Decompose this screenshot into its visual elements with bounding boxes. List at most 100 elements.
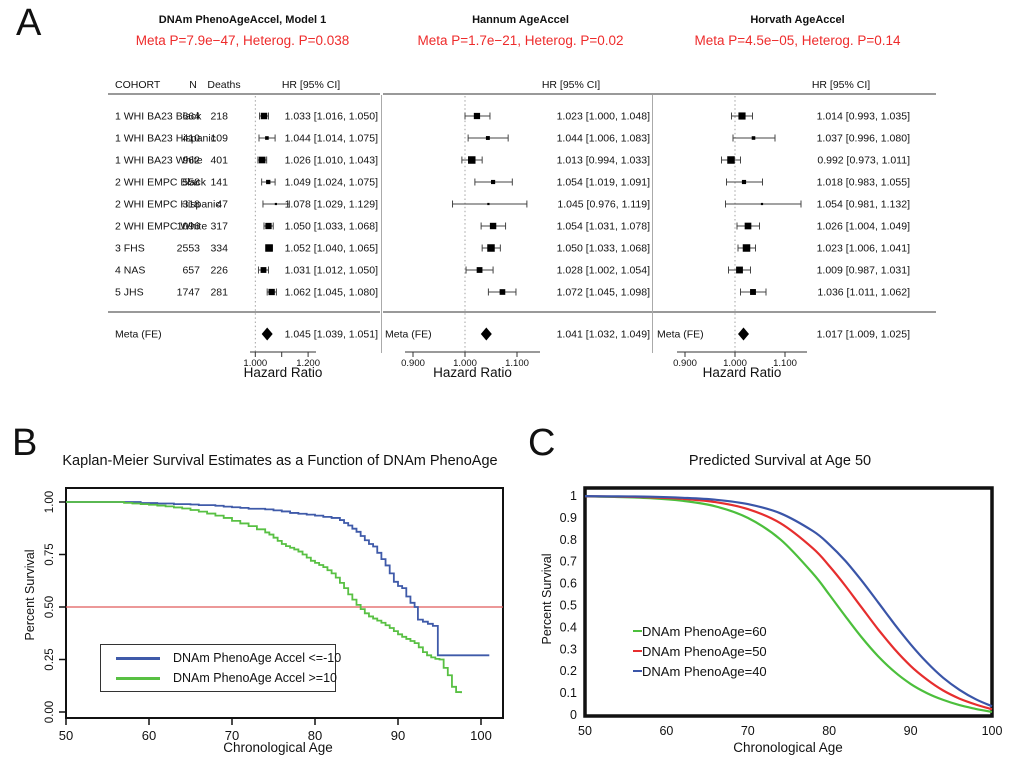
row-deaths-value: 317 (210, 221, 228, 233)
row-hr-ci-text: 1.045 [0.976, 1.119] (557, 199, 650, 211)
pred-legend-dash-blue (633, 669, 642, 673)
row-hr-ci-text: 1.062 [1.045, 1.080] (285, 287, 378, 299)
row-hr-ci-text: 1.023 [1.006, 1.041] (817, 243, 910, 255)
km-legend: DNAm PhenoAge Accel <=-10 DNAm PhenoAge … (100, 644, 341, 692)
row-hr-ci-text: 1.078 [1.029, 1.129] (285, 199, 378, 211)
row-hr-ci-text: 1.054 [1.031, 1.078] (557, 221, 650, 233)
x-axis-tick-label: 1.100 (773, 358, 797, 369)
row-cohort-label: 5 JHS (115, 287, 144, 299)
km-curve (66, 501, 490, 657)
col-header-hr-ci: HR [95% CI] (282, 79, 340, 91)
x-axis-tick-label: 80 (822, 724, 836, 738)
row-cohort-label: 1 WHI BA23 Black (115, 111, 202, 123)
row-hr-ci-text: 1.018 [0.983, 1.055] (817, 177, 910, 189)
panel-c-label: C (528, 422, 556, 464)
x-axis-title: Hazard Ratio (244, 365, 323, 380)
plot-frame (65, 487, 504, 719)
forest-title-horvath: Horvath AgeAccel (750, 14, 845, 26)
panel-b-label: B (12, 422, 38, 464)
col-header-hr-ci: HR [95% CI] (812, 79, 870, 91)
row-n-value: 962 (182, 155, 200, 167)
x-axis-tick-label: 70 (225, 728, 239, 743)
row-deaths-value: 226 (210, 265, 228, 277)
x-axis-tick-label: 1.200 (296, 358, 320, 369)
hr-point-marker (260, 267, 267, 273)
meta-hr-ci-text: 1.045 [1.039, 1.051] (285, 329, 378, 341)
meta-label: Meta (FE) (115, 329, 162, 341)
km-legend-item: DNAm PhenoAge Accel <=-10 (101, 651, 341, 665)
meta-label: Meta (FE) (657, 329, 704, 341)
hr-point-marker (738, 112, 746, 120)
row-deaths-value: 109 (210, 133, 228, 145)
row-cohort-label: 2 WHI EMPC White (115, 221, 207, 233)
panel-divider (652, 95, 653, 353)
y-axis-tick-label: 0.25 (44, 648, 56, 670)
x-axis-tick-label: 0.900 (401, 358, 425, 369)
x-axis-title: Hazard Ratio (433, 365, 512, 380)
hr-point-marker (741, 179, 747, 185)
pred-legend-dash-green (633, 629, 642, 633)
row-cohort-label: 1 WHI BA23 White (115, 155, 203, 167)
pred-legend-item: DNAm PhenoAge=60 (633, 621, 767, 641)
plot-frame (583, 486, 994, 718)
hr-point-marker (490, 179, 496, 185)
y-axis-tick-label: 0.00 (44, 701, 56, 723)
y-axis-tick-label: 0.9 (560, 511, 577, 525)
y-axis-tick-label: 0.75 (44, 543, 56, 565)
x-axis-tick-label: 90 (904, 724, 918, 738)
y-axis-tick-label: 0.5 (560, 599, 577, 613)
row-hr-ci-text: 1.036 [1.011, 1.062] (817, 287, 910, 299)
pred-legend: DNAm PhenoAge=60 DNAm PhenoAge=50 DNAm P… (633, 621, 767, 681)
row-hr-ci-text: 1.026 [1.010, 1.043] (285, 155, 378, 167)
y-axis-tick-label: 0 (570, 708, 577, 722)
pred-x-axis-label: Chronological Age (733, 740, 843, 755)
y-axis-tick-label: 1.00 (44, 491, 56, 513)
hr-point-marker (742, 244, 751, 252)
x-axis-tick-label: 100 (982, 724, 1003, 738)
col-header-cohort: COHORT (115, 79, 161, 91)
y-axis-tick-label: 0.3 (560, 642, 577, 656)
forest-meta-stats-hannum: Meta P=1.7e−21, Heterog. P=0.02 (417, 33, 624, 48)
y-axis-tick-label: 0.2 (560, 664, 577, 678)
y-axis-tick-label: 0.1 (560, 686, 577, 700)
forest-meta-stats-dnam-phenoage: Meta P=7.9e−47, Heterog. P=0.038 (135, 33, 350, 48)
hr-point-marker (487, 202, 490, 206)
row-cohort-label: 2 WHI EMPC Black (115, 177, 207, 189)
hr-point-marker (736, 266, 743, 274)
forest-plot-hannum: Hannum AgeAccel Meta P=1.7e−21, Heterog.… (383, 14, 658, 380)
x-axis-tick-label: 60 (659, 724, 673, 738)
row-n-value: 318 (182, 199, 200, 211)
hr-point-marker (499, 289, 506, 295)
y-axis-tick-label: 0.4 (560, 620, 577, 634)
hr-point-marker (487, 244, 495, 252)
row-deaths-value: 47 (216, 199, 228, 211)
forest-title-hannum: Hannum AgeAccel (472, 14, 569, 26)
y-axis-tick-label: 0.7 (560, 555, 577, 569)
hr-point-marker (265, 244, 273, 252)
x-axis-tick-label: 90 (391, 728, 405, 743)
x-axis-tick-label: 70 (741, 724, 755, 738)
x-axis-tick-label: 100 (470, 728, 492, 743)
row-hr-ci-text: 1.033 [1.016, 1.050] (285, 111, 378, 123)
meta-diamond (261, 327, 273, 341)
forest-meta-stats-horvath: Meta P=4.5e−05, Heterog. P=0.14 (694, 33, 901, 48)
panel-divider (381, 95, 382, 353)
row-hr-ci-text: 1.028 [1.002, 1.054] (557, 265, 650, 277)
pred-legend-label: DNAm PhenoAge=50 (642, 643, 767, 659)
pred-legend-item: DNAm PhenoAge=40 (633, 661, 767, 681)
row-cohort-label: 1 WHI BA23 Hispanic (115, 133, 216, 145)
meta-hr-ci-text: 1.017 [1.009, 1.025] (817, 329, 910, 341)
y-axis-tick-label: 0.50 (44, 596, 56, 618)
col-header-deaths: Deaths (207, 79, 240, 91)
hr-point-marker (265, 136, 269, 140)
row-n-value: 410 (182, 133, 200, 145)
row-cohort-label: 2 WHI EMPC Hispanic (115, 199, 221, 211)
forest-title-dnam-phenoage: DNAm PhenoAgeAccel, Model 1 (158, 14, 327, 26)
row-hr-ci-text: 0.992 [0.973, 1.011] (817, 155, 910, 167)
forest-canvas-hannum: HR [95% CI] 1.023 [1.000, 1.048] 1.044 [1.… (383, 79, 657, 380)
x-axis-tick-label: 1.000 (243, 358, 267, 369)
row-hr-ci-text: 1.049 [1.024, 1.075] (285, 177, 378, 189)
x-axis-tick-label: 0.900 (673, 358, 697, 369)
row-hr-ci-text: 1.026 [1.004, 1.049] (817, 221, 910, 233)
